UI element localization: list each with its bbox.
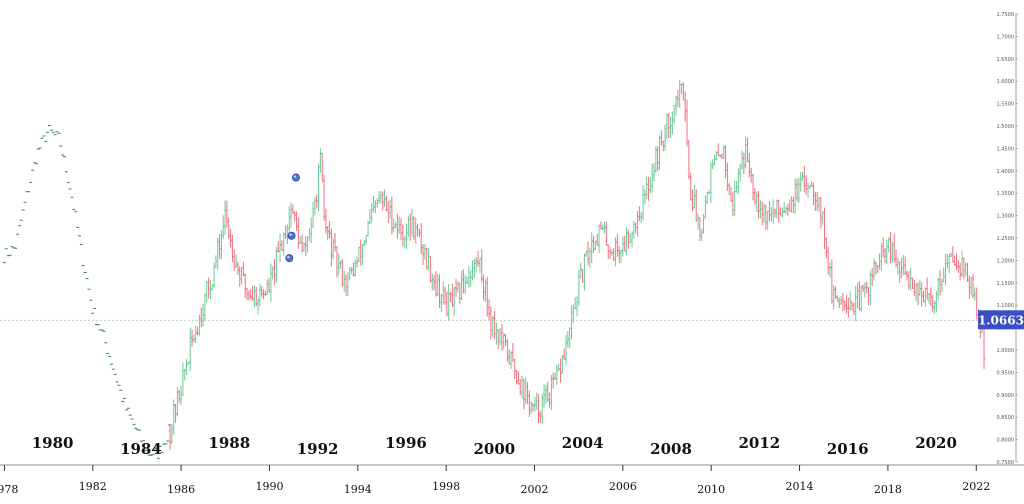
era-label: 1980 (32, 434, 74, 452)
era-label: 1996 (385, 434, 427, 452)
price-tag-background (978, 310, 1024, 330)
x-axis-ticks: 1978 1982 1986 1990 1994 1998 2002 2006 2010 2014… (0, 465, 990, 496)
x-tick-label: 2002 (521, 483, 549, 496)
x-tick-label: 1982 (79, 480, 107, 493)
y-tick-label: 1.1000 (997, 303, 1015, 309)
era-label: 1992 (297, 440, 339, 458)
y-tick-label: 0.8000 (997, 438, 1015, 444)
y-tick-label: 1.1500 (997, 281, 1015, 287)
x-tick-label: 1990 (255, 480, 283, 493)
x-tick-label: 2006 (609, 480, 637, 493)
x-tick-label: 1994 (344, 483, 372, 496)
y-tick-label: 0.9000 (997, 393, 1015, 399)
era-label: 2012 (738, 434, 780, 452)
event-markers-layer (285, 173, 300, 263)
current-price-label: 1.0663 (978, 313, 1024, 327)
event-marker-icon[interactable] (291, 173, 300, 182)
y-tick-label: 1.6000 (997, 79, 1015, 85)
x-tick-label: 2022 (962, 480, 990, 493)
x-tick-label: 2010 (697, 483, 725, 496)
era-label: 2000 (473, 440, 515, 458)
y-tick-label: 1.7000 (997, 34, 1015, 40)
era-label: 1984 (120, 440, 162, 458)
y-tick-label: 1.3500 (997, 191, 1015, 197)
current-price-tag: 1.0663 (978, 310, 1024, 330)
x-tick-label: 1986 (167, 483, 195, 496)
era-label: 2008 (650, 440, 692, 458)
x-tick-label: 2014 (786, 480, 814, 493)
y-tick-label: 0.8500 (997, 415, 1015, 421)
era-label: 2020 (915, 434, 957, 452)
ohlc-bars-layer (168, 79, 986, 451)
era-label: 1988 (208, 434, 250, 452)
y-tick-label: 0.9500 (997, 370, 1015, 376)
y-tick-label: 0.7500 (997, 460, 1015, 466)
y-tick-label: 1.2000 (997, 258, 1015, 264)
era-label: 2004 (562, 434, 604, 452)
y-tick-label: 1.0000 (997, 348, 1015, 354)
y-tick-label: 1.2500 (997, 236, 1015, 242)
era-label: 2016 (827, 440, 869, 458)
y-tick-label: 1.4000 (997, 169, 1015, 175)
y-tick-label: 1.5000 (997, 124, 1015, 130)
y-tick-label: 1.4500 (997, 146, 1015, 152)
y-axis-ticks: 0.75000.80000.85000.90000.95001.00001.05… (997, 12, 1018, 466)
y-tick-label: 1.6500 (997, 57, 1015, 63)
y-tick-label: 1.3000 (997, 214, 1015, 220)
sparse-history-layer (2, 125, 172, 459)
y-tick-label: 1.5500 (997, 102, 1015, 108)
x-tick-label: 1978 (0, 483, 18, 496)
event-marker-icon[interactable] (285, 254, 294, 263)
x-tick-label: 2018 (874, 483, 902, 496)
era-labels-layer: 1980 1984 1988 1992 1996 2000 2004 2008 2012 2016… (32, 434, 957, 458)
event-marker-icon[interactable] (287, 231, 296, 240)
y-tick-label: 1.7500 (997, 12, 1015, 18)
x-tick-label: 1998 (432, 480, 460, 493)
